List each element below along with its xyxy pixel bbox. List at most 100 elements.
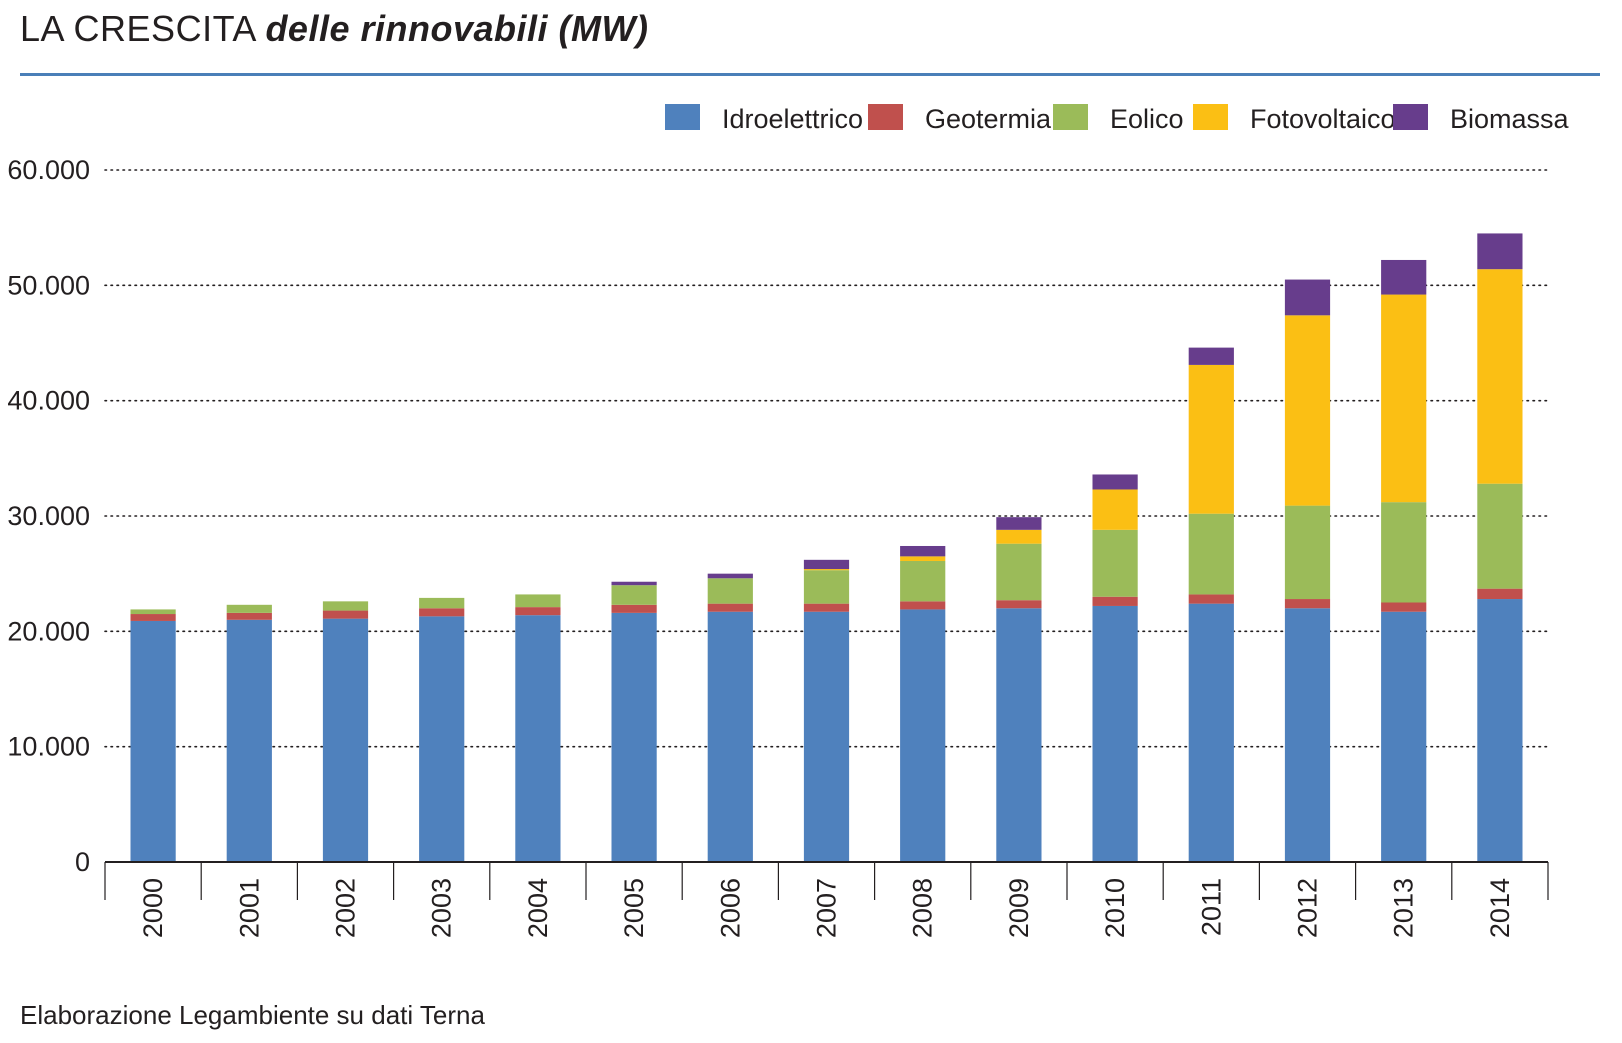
y-axis-tick-labels: 0 10.000 20.000 30.000 40.000 50.000 60.000 bbox=[7, 155, 90, 877]
bar-segment-eolico-2003 bbox=[419, 597, 465, 609]
y-tick-label: 10.000 bbox=[7, 732, 90, 762]
bar-segment-eolico-2007 bbox=[803, 570, 850, 604]
x-tick-label: 2002 bbox=[331, 878, 361, 938]
x-tick-label: 2008 bbox=[908, 878, 938, 938]
legend-label-fotovoltaico: Fotovoltaico bbox=[1250, 104, 1396, 134]
bar-segment-geotermia-2005 bbox=[611, 604, 657, 613]
bar-segment-geotermia-2006 bbox=[707, 603, 753, 612]
legend-label-eolico: Eolico bbox=[1110, 104, 1184, 134]
bar-segment-biomassa-2012 bbox=[1284, 279, 1331, 316]
bar-segment-eolico-2002 bbox=[322, 601, 369, 611]
bar-segment-fotovoltaico-2007 bbox=[803, 569, 850, 571]
x-tick-label: 2011 bbox=[1196, 878, 1226, 936]
y-tick-label: 0 bbox=[75, 847, 90, 877]
bar-segment-idroelettrico-2014 bbox=[1477, 599, 1523, 862]
y-tick-label: 20.000 bbox=[7, 616, 90, 646]
bar-segment-eolico-2008 bbox=[900, 560, 946, 602]
bar-segment-idroelettrico-2010 bbox=[1092, 605, 1138, 862]
bar-segment-biomassa-2014 bbox=[1477, 233, 1523, 270]
bar-segment-idroelettrico-2000 bbox=[130, 620, 176, 862]
bar-segment-geotermia-2000 bbox=[130, 614, 176, 621]
y-tick-label: 40.000 bbox=[7, 386, 90, 416]
bar-segment-geotermia-2004 bbox=[515, 607, 561, 616]
bar-segment-fotovoltaico-2014 bbox=[1477, 269, 1523, 484]
bar-segment-eolico-2004 bbox=[515, 594, 561, 608]
x-tick-label: 2000 bbox=[138, 878, 168, 938]
bar-segment-fotovoltaico-2012 bbox=[1284, 315, 1331, 506]
bar-segment-geotermia-2009 bbox=[996, 600, 1042, 609]
source-note: Elaborazione Legambiente su dati Terna bbox=[20, 1000, 485, 1030]
bar-segment-geotermia-2008 bbox=[900, 601, 946, 610]
bar-segment-geotermia-2011 bbox=[1188, 594, 1234, 604]
x-tick-label: 2003 bbox=[427, 878, 457, 938]
legend-swatch-eolico bbox=[1053, 104, 1088, 130]
x-tick-label: 2007 bbox=[812, 878, 842, 938]
legend: Idroelettrico Geotermia Eolico Fotovoltaico… bbox=[665, 104, 1570, 134]
bar-segment-eolico-2010 bbox=[1092, 529, 1138, 597]
bar-segment-geotermia-2001 bbox=[226, 612, 272, 620]
bar-segment-idroelettrico-2002 bbox=[322, 618, 369, 862]
bar-segment-eolico-2005 bbox=[611, 585, 657, 605]
bar-segment-fotovoltaico-2009 bbox=[996, 529, 1042, 544]
legend-label-biomassa: Biomassa bbox=[1450, 104, 1570, 134]
bar-segment-idroelettrico-2013 bbox=[1381, 611, 1427, 862]
y-tick-label: 30.000 bbox=[7, 501, 90, 531]
title-subtitle: delle rinnovabili (MW) bbox=[265, 8, 649, 49]
bar-segment-idroelettrico-2003 bbox=[419, 616, 465, 862]
bar-segment-eolico-2006 bbox=[707, 578, 753, 604]
bar-segment-geotermia-2010 bbox=[1092, 596, 1138, 606]
x-axis-tick-labels: 2000 2001 2002 2003 2004 2005 2006 2007 2008 2009… bbox=[138, 878, 1515, 938]
bar-segment-fotovoltaico-2011 bbox=[1188, 364, 1234, 514]
stacked-bar-chart: 0 10.000 20.000 30.000 40.000 50.000 60.000 20… bbox=[7, 104, 1570, 938]
bar-segment-idroelettrico-2004 bbox=[515, 615, 561, 862]
axes bbox=[104, 861, 1549, 900]
legend-swatch-biomassa bbox=[1393, 104, 1428, 130]
bar-segment-biomassa-2010 bbox=[1092, 474, 1138, 490]
bar-segment-idroelettrico-2007 bbox=[803, 611, 850, 862]
bar-segment-geotermia-2007 bbox=[803, 603, 850, 612]
x-tick-label: 2004 bbox=[523, 878, 553, 938]
bar-segment-idroelettrico-2009 bbox=[996, 608, 1042, 862]
bars bbox=[130, 233, 1523, 862]
bar-segment-biomassa-2006 bbox=[707, 573, 753, 579]
bar-segment-geotermia-2014 bbox=[1477, 588, 1523, 600]
bar-segment-eolico-2012 bbox=[1284, 505, 1331, 600]
bar-segment-geotermia-2013 bbox=[1381, 602, 1427, 612]
bar-segment-idroelettrico-2008 bbox=[900, 609, 946, 862]
bar-segment-eolico-2013 bbox=[1381, 502, 1427, 603]
bar-segment-idroelettrico-2006 bbox=[707, 611, 753, 862]
bar-segment-eolico-2001 bbox=[226, 604, 272, 613]
bar-segment-biomassa-2009 bbox=[996, 517, 1042, 530]
x-tick-label: 2009 bbox=[1004, 878, 1034, 938]
bar-segment-idroelettrico-2012 bbox=[1284, 608, 1331, 862]
bar-segment-fotovoltaico-2013 bbox=[1381, 294, 1427, 503]
bar-segment-eolico-2009 bbox=[996, 543, 1042, 601]
x-tick-label: 2012 bbox=[1293, 878, 1323, 938]
legend-swatch-idroelettrico bbox=[665, 104, 700, 130]
x-tick-label: 2010 bbox=[1100, 878, 1130, 938]
x-tick-label: 2005 bbox=[619, 878, 649, 938]
bar-segment-geotermia-2002 bbox=[322, 610, 369, 619]
legend-label-idroelettrico: Idroelettrico bbox=[722, 104, 863, 134]
x-tick-label: 2013 bbox=[1389, 878, 1419, 938]
bar-segment-idroelettrico-2001 bbox=[226, 619, 272, 862]
bar-segment-idroelettrico-2011 bbox=[1188, 603, 1234, 862]
bar-segment-idroelettrico-2005 bbox=[611, 612, 657, 862]
bar-segment-biomassa-2007 bbox=[803, 559, 850, 570]
bar-segment-biomassa-2008 bbox=[900, 545, 946, 557]
bar-segment-fotovoltaico-2008 bbox=[900, 556, 946, 561]
bar-segment-geotermia-2003 bbox=[419, 608, 465, 617]
bar-segment-biomassa-2005 bbox=[611, 581, 657, 586]
bar-segment-eolico-2000 bbox=[130, 609, 176, 615]
x-tick-label: 2006 bbox=[715, 878, 745, 938]
legend-swatch-geotermia bbox=[868, 104, 903, 130]
bar-segment-biomassa-2013 bbox=[1381, 259, 1427, 295]
bar-segment-biomassa-2011 bbox=[1188, 347, 1234, 365]
x-tick-label: 2001 bbox=[234, 878, 264, 938]
y-tick-label: 60.000 bbox=[7, 155, 90, 185]
chart-title: LA CRESCITA delle rinnovabili (MW) bbox=[20, 8, 648, 50]
legend-label-geotermia: Geotermia bbox=[925, 104, 1052, 134]
bar-segment-eolico-2011 bbox=[1188, 513, 1234, 595]
y-tick-label: 50.000 bbox=[7, 270, 90, 300]
title-main: LA CRESCITA bbox=[20, 8, 255, 49]
